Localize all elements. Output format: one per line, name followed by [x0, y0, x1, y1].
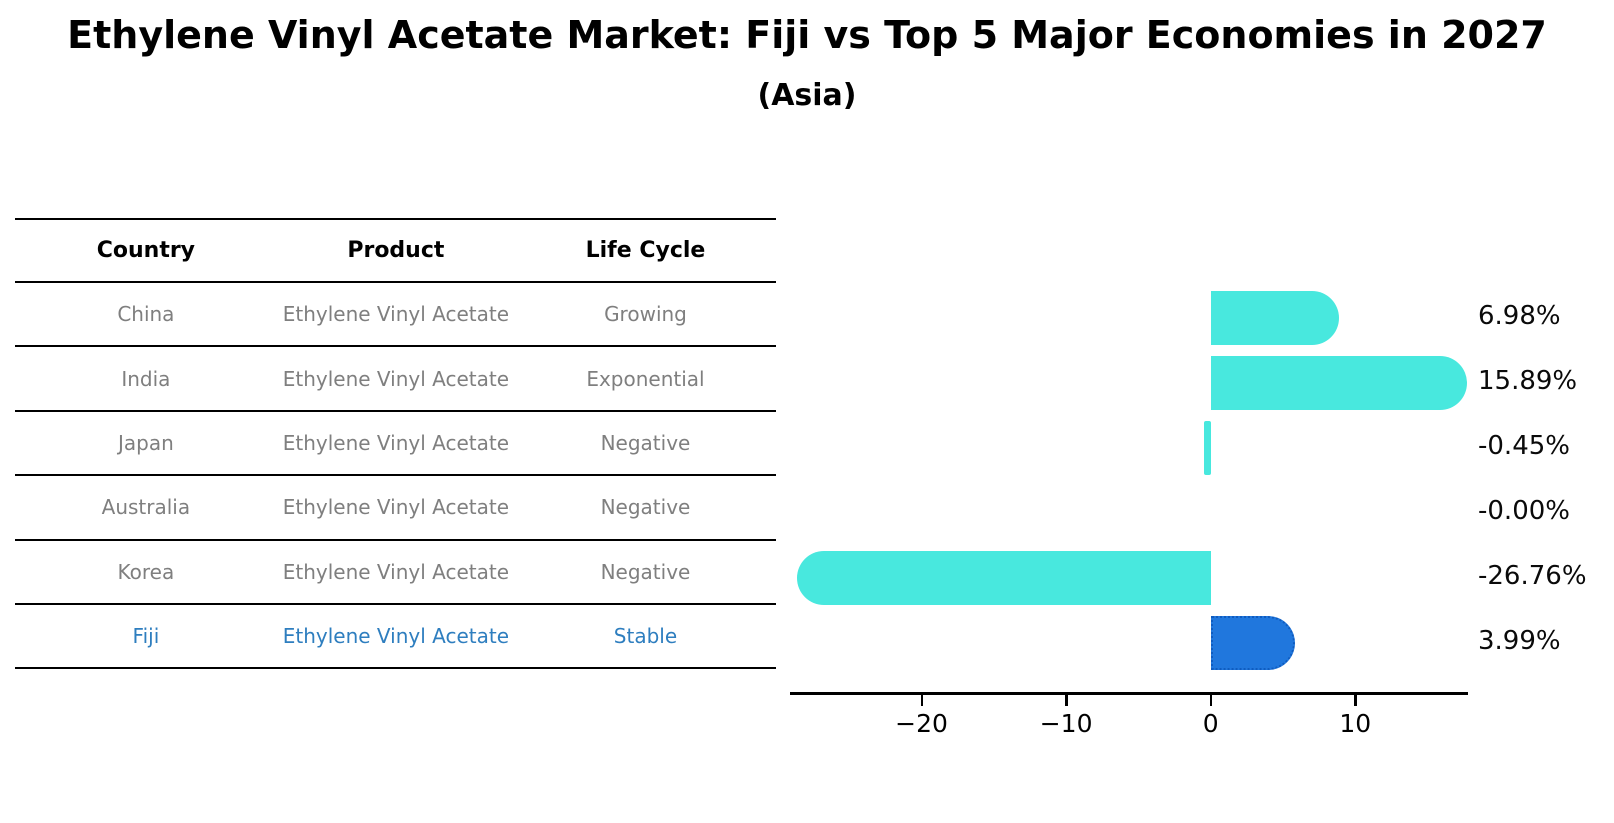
- table-cell: India: [121, 366, 171, 391]
- table-cell: Japan: [118, 430, 174, 455]
- bar-china: [1210, 291, 1339, 345]
- bar-value-label: 6.98%: [1478, 301, 1561, 331]
- x-axis-tick: [1209, 694, 1213, 706]
- x-axis-line: [790, 692, 1468, 695]
- table-cell: Ethylene Vinyl Acetate: [282, 624, 510, 649]
- table-cell: Australia: [101, 495, 191, 520]
- table-cell: Ethylene Vinyl Acetate: [282, 302, 510, 327]
- table-cell: Ethylene Vinyl Acetate: [282, 430, 510, 455]
- table-row-india: India Ethylene Vinyl Acetate Exponential: [15, 347, 776, 412]
- table-cell: Ethylene Vinyl Acetate: [282, 559, 510, 584]
- bar-fiji: [1210, 616, 1296, 670]
- bar-value-label: -0.45%: [1478, 431, 1570, 461]
- table-cell: Korea: [117, 559, 175, 584]
- table-cell: Negative: [600, 559, 691, 584]
- bar-value-label: 3.99%: [1478, 626, 1561, 656]
- table-row-china: China Ethylene Vinyl Acetate Growing: [15, 283, 776, 348]
- table-cell: Exponential: [586, 366, 705, 391]
- table-row-korea: Korea Ethylene Vinyl Acetate Negative: [15, 541, 776, 605]
- table-cell: Stable: [613, 624, 678, 649]
- data-table: Country Product Life Cycle China Ethylene Vi…: [15, 218, 776, 670]
- x-axis-tick: [1065, 694, 1068, 706]
- table-header-cell: Country: [96, 238, 196, 263]
- x-axis-tick: [1354, 694, 1357, 706]
- table-cell: Ethylene Vinyl Acetate: [282, 366, 510, 391]
- table-cell: Fiji: [132, 624, 160, 649]
- table-header-cell: Product: [347, 238, 445, 263]
- table-cell: Negative: [600, 495, 691, 520]
- table-row-fiji: Fiji Ethylene Vinyl Acetate Stable: [15, 605, 776, 670]
- chart-title: Ethylene Vinyl Acetate Market: Fiji vs T…: [67, 13, 1547, 57]
- table-cell: China: [117, 302, 175, 327]
- table-row-japan: Japan Ethylene Vinyl Acetate Negative: [15, 412, 776, 477]
- x-axis-tick-label: −20: [895, 709, 948, 738]
- table-cell: Ethylene Vinyl Acetate: [282, 495, 510, 520]
- table-header-row: Country Product Life Cycle: [15, 220, 776, 283]
- chart-subtitle: (Asia): [757, 78, 857, 113]
- x-axis-tick: [920, 694, 924, 706]
- bar-korea: [796, 551, 1211, 605]
- table-header-cell: Life Cycle: [585, 238, 706, 263]
- table-cell: Growing: [604, 302, 687, 327]
- bar-value-label: -26.76%: [1478, 561, 1587, 591]
- x-axis-tick-label: −10: [1039, 709, 1093, 738]
- x-axis-tick-label: 10: [1339, 709, 1372, 738]
- table-row-australia: Australia Ethylene Vinyl Acetate Negative: [15, 476, 776, 541]
- table-cell: Negative: [600, 430, 691, 455]
- bar-value-label: -0.00%: [1478, 496, 1570, 526]
- x-axis-tick-label: 0: [1202, 709, 1219, 738]
- bar-japan: [1204, 421, 1211, 475]
- bar-india: [1210, 356, 1468, 410]
- bar-value-label: 15.89%: [1478, 366, 1578, 396]
